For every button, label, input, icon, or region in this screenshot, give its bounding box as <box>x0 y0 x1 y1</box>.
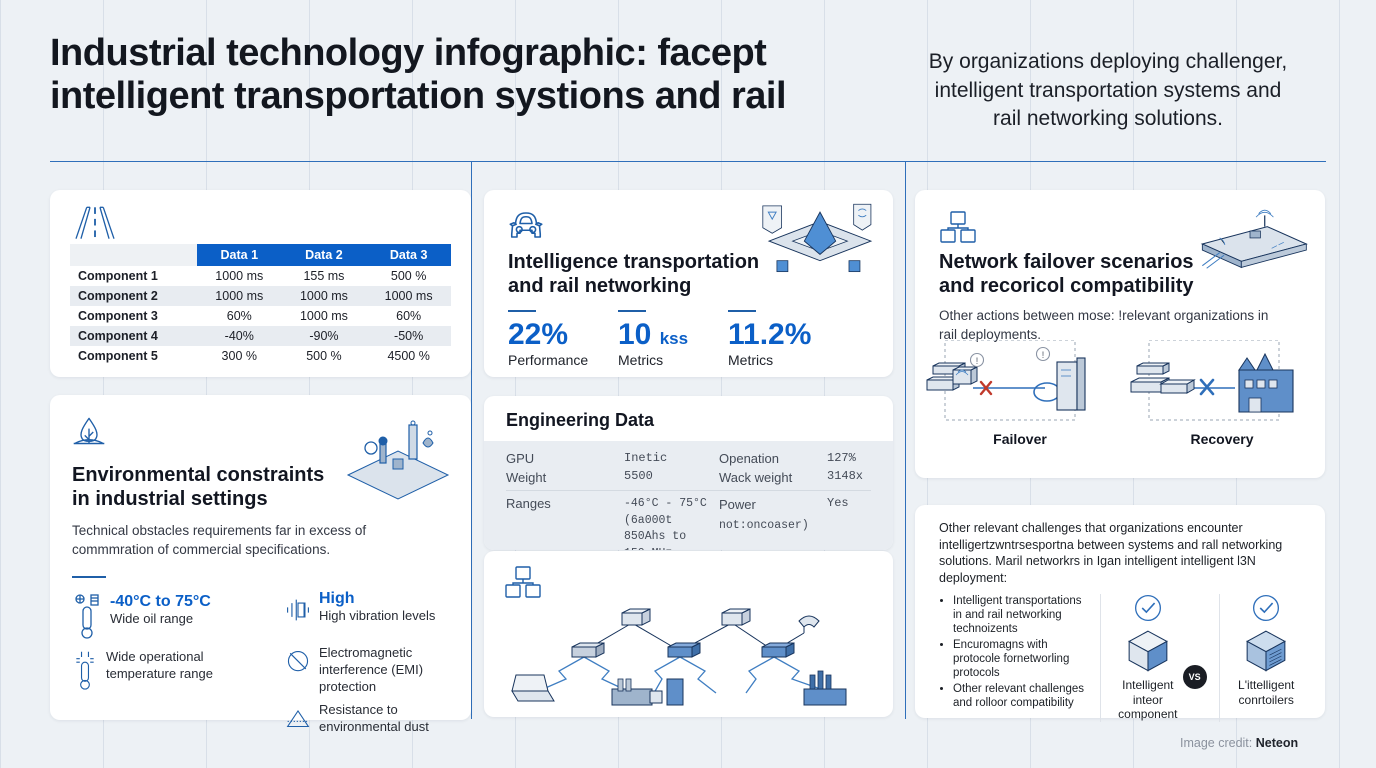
svg-text:!: ! <box>976 356 979 366</box>
svg-text:!: ! <box>1042 350 1045 360</box>
